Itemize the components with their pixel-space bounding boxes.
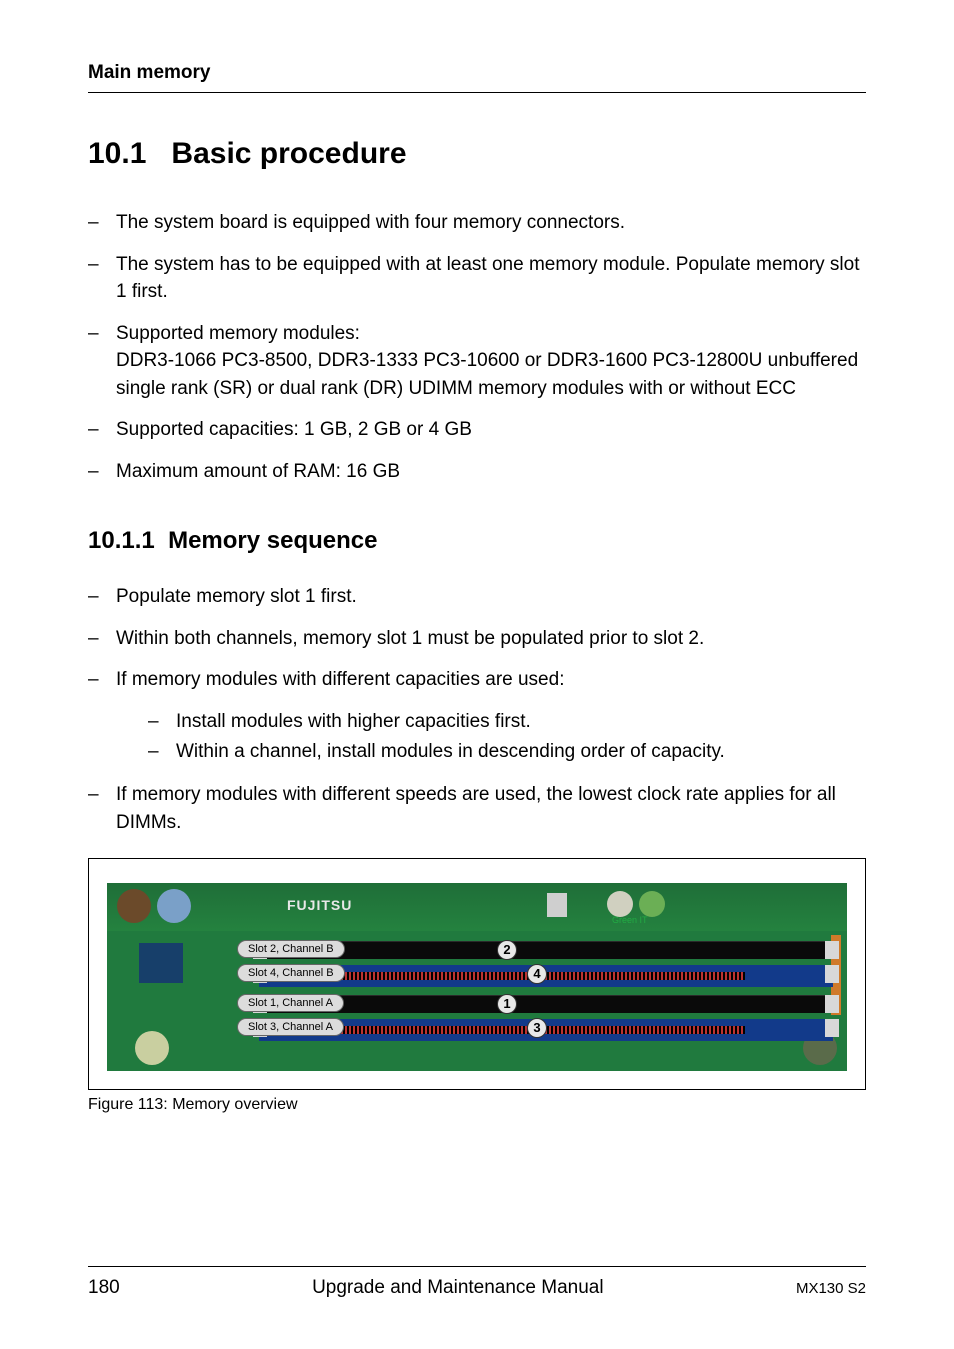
- section-title-text: Basic procedure: [171, 137, 406, 170]
- footer-model: MX130 S2: [796, 1280, 866, 1297]
- dash-icon: –: [88, 625, 116, 653]
- list-item-text: Populate memory slot 1 first.: [116, 583, 866, 611]
- figure-caption: Figure 113: Memory overview: [88, 1096, 866, 1114]
- dash-icon: –: [88, 320, 116, 403]
- list-item: –Supported capacities: 1 GB, 2 GB or 4 G…: [88, 416, 866, 444]
- list-item-text: Supported memory modules: DDR3-1066 PC3-…: [116, 320, 866, 403]
- list-item: –Supported memory modules: DDR3-1066 PC3…: [88, 320, 866, 403]
- brand-logo-text: FUJITSU: [287, 897, 352, 913]
- subsection-title-text: Memory sequence: [168, 527, 377, 554]
- board-top-strip: [107, 883, 847, 931]
- footer-title: Upgrade and Maintenance Manual: [312, 1277, 604, 1299]
- memory-slot: [259, 995, 833, 1013]
- list-item-text: The system has to be equipped with at le…: [116, 251, 866, 306]
- dash-icon: –: [88, 458, 116, 486]
- dash-icon: –: [88, 209, 116, 237]
- slot-clip-icon: [825, 965, 839, 983]
- dash-icon: –: [88, 251, 116, 306]
- slot-clip-icon: [825, 941, 839, 959]
- slot-label: Slot 3, Channel A: [237, 1018, 344, 1036]
- dash-icon: –: [148, 708, 176, 736]
- figure-frame: FUJITSU Green IT Slot 2, Channel B2Slot …: [88, 858, 866, 1090]
- section-number: 10.1: [88, 137, 146, 170]
- slot-clip-icon: [825, 995, 839, 1013]
- slot-clip-icon: [825, 1019, 839, 1037]
- slot-label: Slot 2, Channel B: [237, 940, 345, 958]
- page-footer: 180 Upgrade and Maintenance Manual MX130…: [88, 1266, 866, 1299]
- section-heading: 10.1 Basic procedure: [88, 137, 866, 171]
- hourglass-icon: [547, 893, 567, 917]
- list-item: –The system has to be equipped with at l…: [88, 251, 866, 306]
- list-item: –The system board is equipped with four …: [88, 209, 866, 237]
- list-item-text: If memory modules with different capacit…: [116, 666, 866, 767]
- green-it-label: Green IT: [612, 915, 648, 925]
- list-item: –If memory modules with different capaci…: [88, 666, 866, 767]
- sub-list: –Install modules with higher capacities …: [116, 708, 866, 765]
- sub-list-item: –Install modules with higher capacities …: [148, 708, 866, 736]
- dash-icon: –: [88, 781, 116, 836]
- section-bullet-list: –The system board is equipped with four …: [88, 209, 866, 485]
- sub-list-item-text: Within a channel, install modules in des…: [176, 738, 725, 766]
- slot-label: Slot 1, Channel A: [237, 994, 344, 1012]
- list-item: –Maximum amount of RAM: 16 GB: [88, 458, 866, 486]
- capacitor-icon: [117, 889, 151, 923]
- list-item-text: Maximum amount of RAM: 16 GB: [116, 458, 866, 486]
- list-item: –Populate memory slot 1 first.: [88, 583, 866, 611]
- slot-label: Slot 4, Channel B: [237, 964, 345, 982]
- page-header: Main memory: [88, 62, 866, 93]
- dash-icon: –: [88, 583, 116, 611]
- subsection-number: 10.1.1: [88, 527, 155, 554]
- subsection-bullet-list: –Populate memory slot 1 first.–Within bo…: [88, 583, 866, 836]
- page-number: 180: [88, 1277, 120, 1299]
- chip-icon: [139, 943, 183, 983]
- list-item-text: Supported capacities: 1 GB, 2 GB or 4 GB: [116, 416, 866, 444]
- dash-icon: –: [148, 738, 176, 766]
- list-item-text: Within both channels, memory slot 1 must…: [116, 625, 866, 653]
- list-item-text: If memory modules with different speeds …: [116, 781, 866, 836]
- sub-list-item: –Within a channel, install modules in de…: [148, 738, 866, 766]
- subsection-heading: 10.1.1 Memory sequence: [88, 527, 866, 555]
- capacitor-icon: [135, 1031, 169, 1065]
- memory-slot: [259, 941, 833, 959]
- motherboard-diagram: FUJITSU Green IT Slot 2, Channel B2Slot …: [107, 883, 847, 1071]
- dash-icon: –: [88, 666, 116, 767]
- list-item: –Within both channels, memory slot 1 mus…: [88, 625, 866, 653]
- dash-icon: –: [88, 416, 116, 444]
- list-item: –If memory modules with different speeds…: [88, 781, 866, 836]
- list-item-text: The system board is equipped with four m…: [116, 209, 866, 237]
- sub-list-item-text: Install modules with higher capacities f…: [176, 708, 531, 736]
- capacitor-icon: [157, 889, 191, 923]
